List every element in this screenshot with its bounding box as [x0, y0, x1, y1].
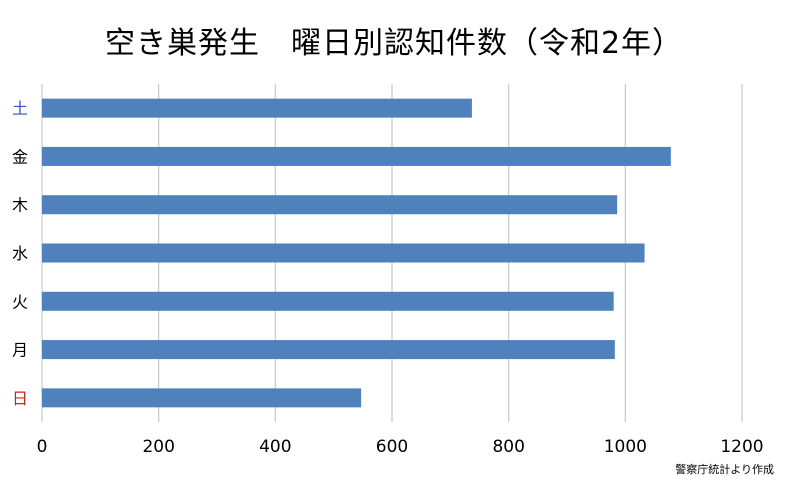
bar-5: [42, 340, 615, 360]
x-tick-label: 1200: [720, 437, 763, 457]
x-tick-label: 0: [37, 437, 48, 457]
category-label: 金: [12, 147, 28, 166]
category-label: 火: [12, 292, 28, 311]
x-tick-label: 400: [259, 437, 291, 457]
source-note: 警察庁統計より作成: [675, 463, 774, 476]
bar-6: [42, 388, 362, 408]
bar-3: [42, 243, 645, 263]
category-label: 日: [12, 389, 28, 408]
x-tick-label: 200: [142, 437, 174, 457]
bar-4: [42, 291, 614, 311]
chart-title: 空き巣発生 曜日別認知件数（令和2年）: [104, 26, 684, 61]
category-label: 木: [12, 196, 28, 215]
category-label: 水: [12, 244, 28, 263]
bar-0: [42, 98, 472, 118]
category-label: 土: [12, 99, 28, 118]
x-tick-label: 600: [376, 437, 408, 457]
x-tick-label: 800: [492, 437, 524, 457]
bar-1: [42, 146, 671, 166]
x-tick-label: 1000: [604, 437, 647, 457]
category-label: 月: [12, 341, 28, 360]
bar-2: [42, 195, 618, 215]
